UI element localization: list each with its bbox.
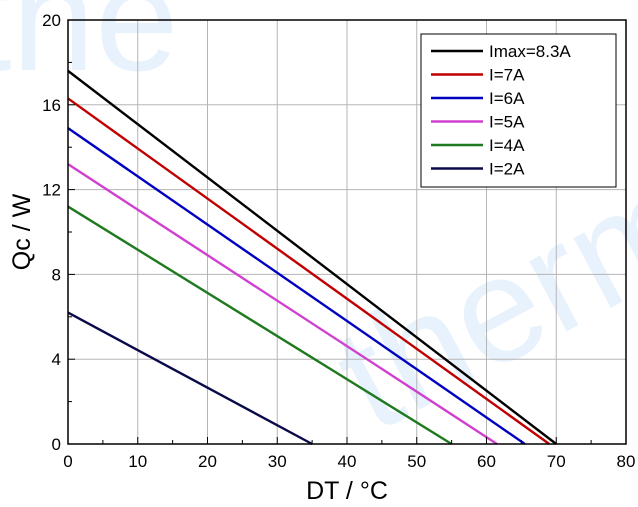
x-tick-label: 0 [63,452,72,471]
axis-ticks [67,19,627,445]
x-tick-label: 80 [617,452,636,471]
x-tick-label: 70 [547,452,566,471]
grid [67,19,627,445]
legend-entry: I=6A [489,89,525,108]
x-tick-label: 50 [407,452,426,471]
legend-entry: I=5A [489,113,525,132]
y-tick-label: 12 [42,181,61,200]
x-tick-label: 30 [268,452,287,471]
watermark-text-left: the [0,0,179,102]
legend-entry: I=4A [489,136,525,155]
series-line [67,311,313,446]
series-line [67,127,526,445]
legend-box [420,33,617,188]
x-tick-label: 10 [128,452,147,471]
tick-labels: 0 10 20 30 40 50 60 70 80 0 4 8 12 16 20 [42,11,635,471]
series-line [67,205,453,446]
y-tick-label: 20 [42,11,61,30]
y-tick-label: 0 [52,435,61,454]
x-axis-title: DT / °C [306,477,388,505]
y-tick-label: 4 [52,350,61,369]
series-line [67,69,557,445]
x-tick-label: 60 [477,452,496,471]
series-line [67,97,550,445]
legend-entry: I=7A [489,66,525,85]
x-tick-label: 20 [198,452,217,471]
legend: Imax=8.3A I=7A I=6A I=5A I=4A I=2A [420,33,617,188]
x-tick-label: 40 [338,452,357,471]
y-tick-label: 8 [52,265,61,284]
series-line [67,163,498,446]
y-axis-title: Qc / W [8,193,36,270]
series-lines [67,69,557,446]
legend-entry: I=2A [489,160,525,179]
legend-entry: Imax=8.3A [489,42,571,61]
y-tick-label: 16 [42,96,61,115]
